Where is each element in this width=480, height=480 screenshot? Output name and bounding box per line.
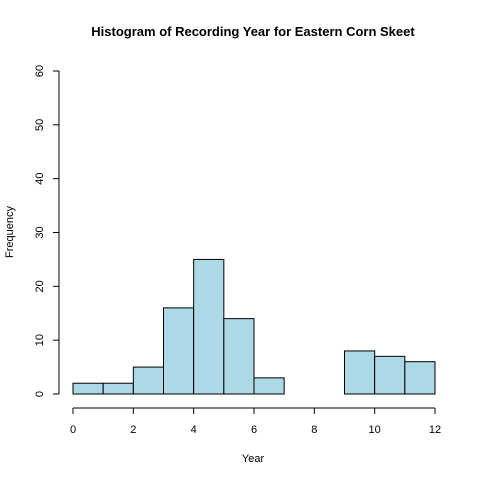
y-tick-label-0: 0	[34, 391, 46, 397]
histogram-bar-3	[163, 307, 195, 395]
y-tick-label-4: 40	[34, 173, 46, 185]
histogram-bar-10	[374, 355, 406, 395]
x-tick-label-6: 12	[429, 424, 441, 436]
histogram-bar-5	[223, 318, 255, 395]
histogram-bar-9	[344, 350, 376, 395]
bars-group	[72, 258, 436, 395]
x-tick-label-2: 4	[191, 424, 197, 436]
x-axis-label: Year	[242, 453, 265, 465]
x-tick-label-3: 6	[251, 424, 257, 436]
x-axis: 0 2 4 6 8 10 12	[70, 407, 441, 436]
x-tick-label-0: 0	[70, 424, 76, 436]
y-axis-label: Frequency	[4, 206, 16, 258]
histogram-bar-4	[193, 258, 225, 395]
histogram-bar-1	[102, 382, 134, 395]
y-axis: 0 10 20 30 40 50 60	[34, 65, 60, 397]
chart-title: Histogram of Recording Year for Eastern …	[91, 24, 415, 39]
x-tick-label-4: 8	[311, 424, 317, 436]
x-tick-label-1: 2	[130, 424, 136, 436]
y-tick-label-1: 10	[34, 334, 46, 346]
histogram-bar-2	[132, 366, 164, 395]
histogram-bar-11	[404, 361, 436, 395]
y-tick-label-5: 50	[34, 119, 46, 131]
y-tick-label-3: 30	[34, 226, 46, 238]
y-tick-label-2: 20	[34, 280, 46, 292]
histogram-bar-0	[72, 382, 104, 395]
y-tick-label-6: 60	[34, 65, 46, 77]
x-tick-label-5: 10	[369, 424, 381, 436]
histogram-bar-6	[253, 377, 285, 395]
